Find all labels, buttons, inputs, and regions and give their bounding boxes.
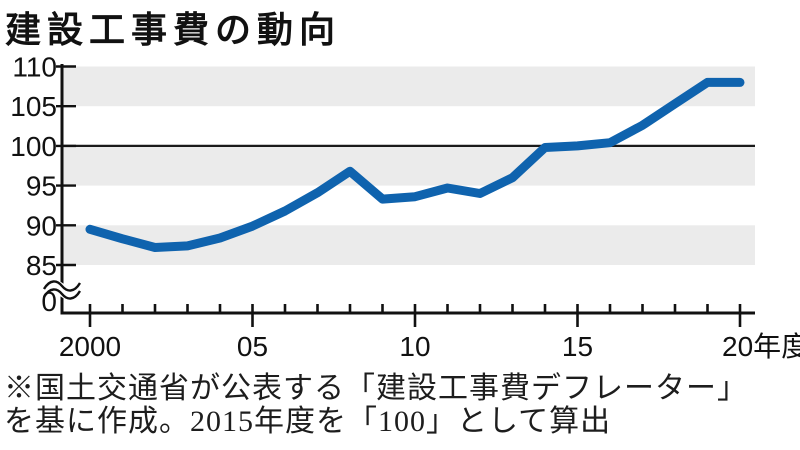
- chart-title: 建設工事費の動向: [5, 9, 342, 50]
- y-tick-label: 105: [10, 91, 57, 122]
- footnote-line-2: を基に作成。2015年度を「100」として算出: [4, 405, 612, 438]
- x-tick-label: 15: [562, 331, 593, 362]
- y-tick-label: 95: [26, 171, 57, 202]
- axis-break-icon: [42, 288, 82, 300]
- footnote-line-1: ※国土交通省が公表する「建設工事費デフレーター」: [4, 372, 748, 405]
- x-tick-label: 20年度: [722, 331, 800, 362]
- y-tick-label: 110: [12, 52, 57, 83]
- y-axis-origin-label: 0: [41, 286, 57, 317]
- y-tick-label: 100: [10, 131, 57, 162]
- x-tick-label: 10: [399, 331, 430, 362]
- axis-break-mask: [39, 280, 85, 300]
- axis-break-icon: [42, 280, 82, 292]
- plot-band: [62, 145, 755, 186]
- chart-footnote: ※国土交通省が公表する「建設工事費デフレーター」 を基に作成。2015年度を「1…: [4, 372, 748, 438]
- x-tick-label: 2000: [59, 331, 121, 362]
- plot-band: [62, 66, 755, 107]
- x-tick-label: 05: [237, 331, 268, 362]
- y-tick-label: 85: [26, 250, 57, 281]
- y-tick-label: 90: [26, 210, 57, 241]
- data-line: [85, 77, 745, 252]
